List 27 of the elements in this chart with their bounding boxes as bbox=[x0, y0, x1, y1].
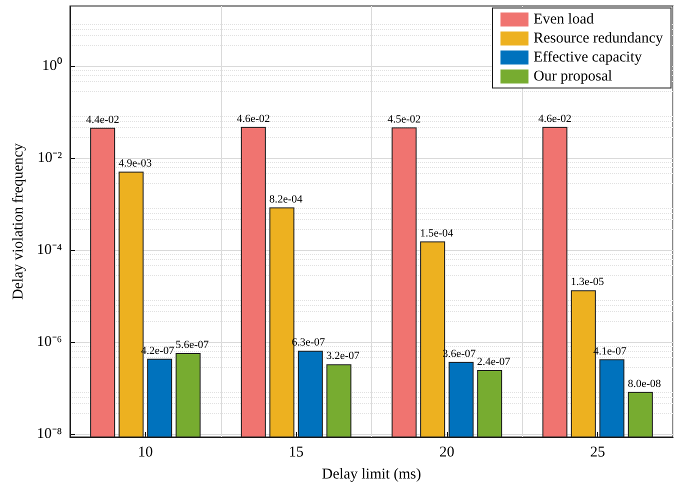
x-tick-label: 10 bbox=[138, 444, 153, 460]
legend-label: Resource redundancy bbox=[533, 30, 664, 46]
data-label: 4.6e-02 bbox=[236, 112, 270, 125]
y-tick-label: 10⁻² bbox=[38, 150, 62, 166]
data-label: 1.3e-05 bbox=[570, 276, 605, 288]
legend-label: Even load bbox=[533, 12, 594, 28]
y-tick-label: 10⁻⁴ bbox=[36, 242, 62, 258]
data-label: 3.2e-07 bbox=[326, 350, 360, 362]
y-axis-title: Delay violation frequency bbox=[10, 142, 26, 300]
data-label: 4.4e-02 bbox=[86, 114, 120, 126]
data-label: 4.5e-02 bbox=[387, 113, 421, 126]
y-tick-label: 10⁰ bbox=[42, 56, 62, 74]
legend-label: Our proposal bbox=[533, 68, 612, 84]
data-label: 4.9e-03 bbox=[118, 158, 152, 170]
legend-label: Effective capacity bbox=[533, 50, 642, 66]
x-tick-label: 20 bbox=[439, 444, 454, 460]
x-axis-title: Delay limit (ms) bbox=[322, 466, 422, 482]
data-label: 5.6e-07 bbox=[175, 339, 210, 352]
x-tick-label: 15 bbox=[288, 444, 304, 460]
y-tick-label: 10⁻⁶ bbox=[36, 334, 62, 350]
data-label: 2.4e-07 bbox=[476, 356, 511, 368]
data-label: 1.5e-04 bbox=[420, 227, 454, 240]
x-tick-label: 25 bbox=[590, 444, 606, 460]
data-label: 4.6e-02 bbox=[538, 112, 572, 125]
y-tick-label: 10⁻⁸ bbox=[36, 426, 62, 442]
data-label: 8.0e-08 bbox=[628, 378, 662, 390]
data-label: 8.2e-04 bbox=[269, 193, 304, 206]
